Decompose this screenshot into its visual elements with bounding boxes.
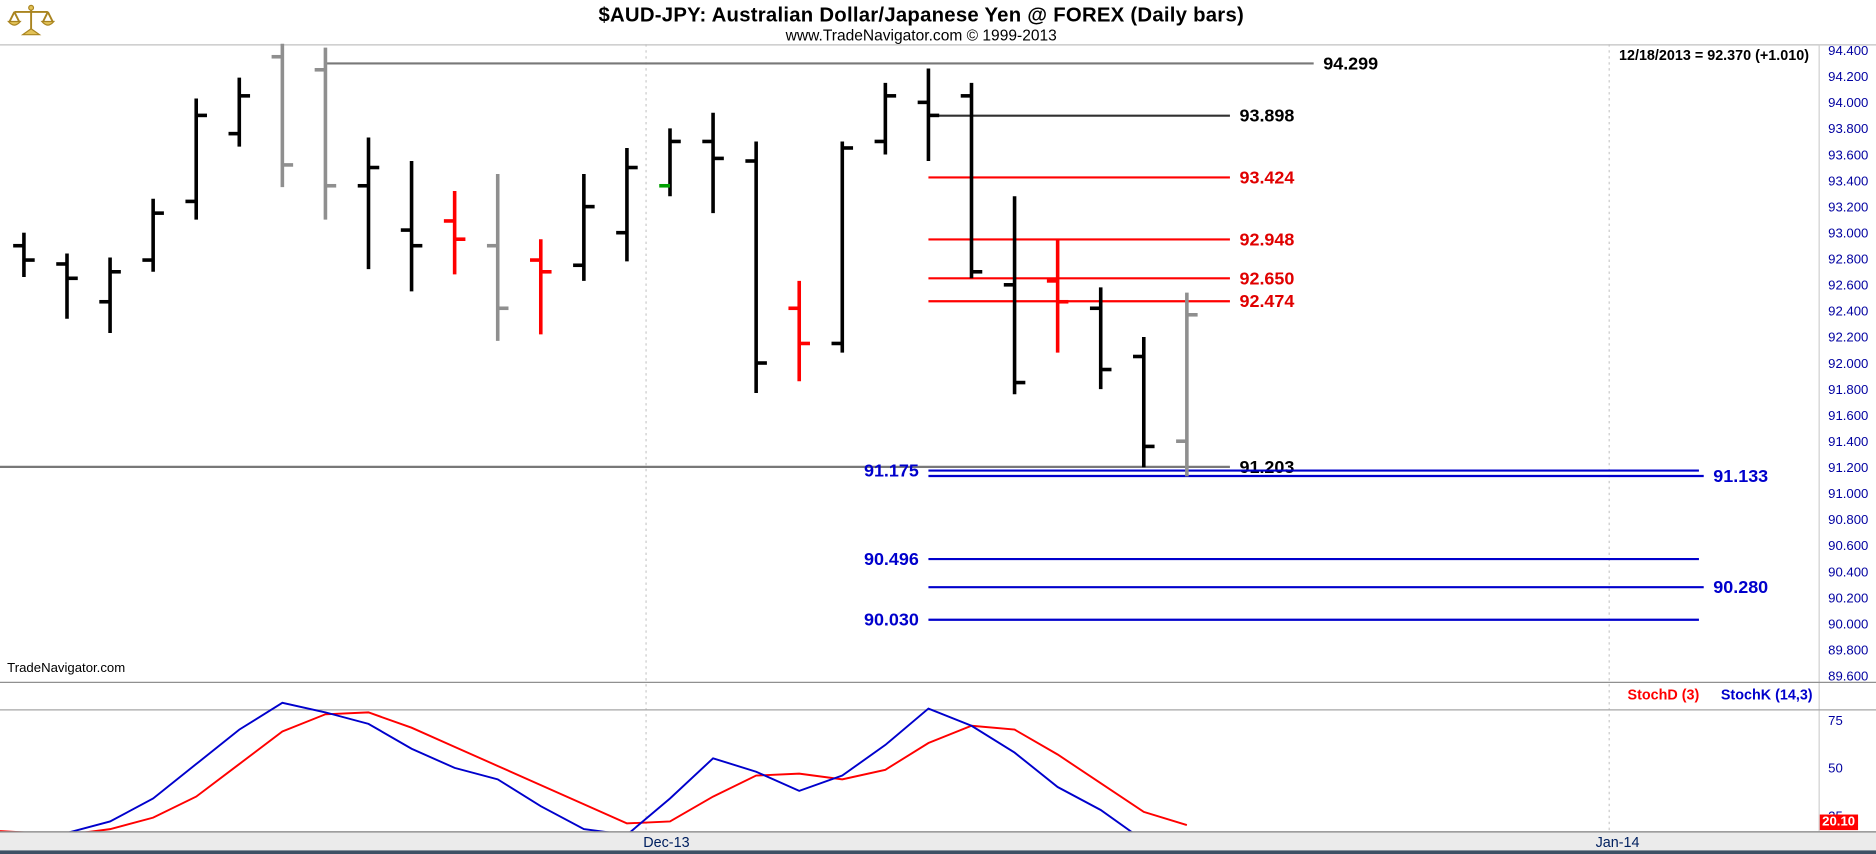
stochastic-legend: StochD (3) StochK (14,3) bbox=[1628, 687, 1813, 704]
price-level-label: 92.948 bbox=[1240, 229, 1295, 249]
price-axis-label: 91.600 bbox=[1828, 408, 1868, 423]
price-level-label: 94.299 bbox=[1323, 53, 1378, 73]
price-axis-label: 94.200 bbox=[1828, 69, 1868, 84]
price-axis-label: 91.800 bbox=[1828, 382, 1868, 397]
tradenavigator-scales-icon bbox=[7, 2, 56, 46]
watermark: TradeNavigator.com bbox=[7, 661, 126, 676]
price-level-label: 92.474 bbox=[1240, 291, 1295, 311]
price-axis-label: 94.000 bbox=[1828, 95, 1868, 110]
price-level-label: 93.424 bbox=[1240, 167, 1295, 187]
time-axis[interactable] bbox=[0, 831, 1876, 854]
price-axis-label: 92.200 bbox=[1828, 330, 1868, 345]
price-axis-label: 89.600 bbox=[1828, 669, 1868, 684]
price-axis-label: 92.400 bbox=[1828, 304, 1868, 319]
last-quote: 12/18/2013 = 92.370 (+1.010) bbox=[1618, 46, 1810, 64]
price-axis-label: 93.000 bbox=[1828, 225, 1868, 240]
price-axis-label: 90.400 bbox=[1828, 564, 1868, 579]
legend-stochk[interactable]: StochK (14,3) bbox=[1720, 686, 1813, 704]
chart-title: $AUD-JPY: Australian Dollar/Japanese Yen… bbox=[598, 3, 1245, 27]
price-axis-label: 91.000 bbox=[1828, 486, 1868, 501]
price-level-label: 90.280 bbox=[1713, 577, 1768, 597]
price-axis-label: 89.800 bbox=[1828, 643, 1868, 658]
price-level-label: 91.203 bbox=[1240, 457, 1295, 477]
stoch-k-line bbox=[0, 701, 1188, 842]
price-axis-label: 90.800 bbox=[1828, 512, 1868, 527]
chart-subtitle: www.TradeNavigator.com © 1999-2013 bbox=[785, 26, 1057, 45]
price-axis-label: 91.200 bbox=[1828, 460, 1868, 475]
price-axis-label: 90.600 bbox=[1828, 538, 1868, 553]
time-axis-label-jan14: Jan-14 bbox=[1595, 833, 1640, 851]
price-level-label: 93.898 bbox=[1240, 106, 1295, 126]
time-axis-label-dec13: Dec-13 bbox=[643, 833, 690, 851]
stoch-axis-label: 75 bbox=[1828, 713, 1843, 728]
price-level-label: 91.133 bbox=[1713, 466, 1768, 486]
price-axis-label: 91.400 bbox=[1828, 434, 1868, 449]
price-axis-label: 90.200 bbox=[1828, 590, 1868, 605]
price-level-label: 92.650 bbox=[1240, 268, 1295, 288]
price-axis-label: 94.400 bbox=[1828, 43, 1868, 58]
stoch-axis-label: 50 bbox=[1828, 761, 1843, 776]
price-axis-label: 92.600 bbox=[1828, 278, 1868, 293]
legend-stochd[interactable]: StochD (3) bbox=[1627, 686, 1700, 704]
stoch-d-line bbox=[0, 711, 1188, 836]
price-level-label: 90.030 bbox=[864, 610, 919, 630]
stochastic-last-value-badge: 20.10 bbox=[1819, 814, 1858, 831]
price-level-label: 90.496 bbox=[864, 549, 919, 569]
price-axis-label: 92.000 bbox=[1828, 356, 1868, 371]
price-axis-label: 90.000 bbox=[1828, 616, 1868, 631]
price-axis-label: 93.800 bbox=[1828, 121, 1868, 136]
price-axis-label: 93.400 bbox=[1828, 173, 1868, 188]
price-level-label: 91.175 bbox=[864, 461, 919, 481]
price-axis-label: 92.800 bbox=[1828, 252, 1868, 267]
price-axis-label: 93.200 bbox=[1828, 199, 1868, 214]
price-axis-label: 93.600 bbox=[1828, 147, 1868, 162]
